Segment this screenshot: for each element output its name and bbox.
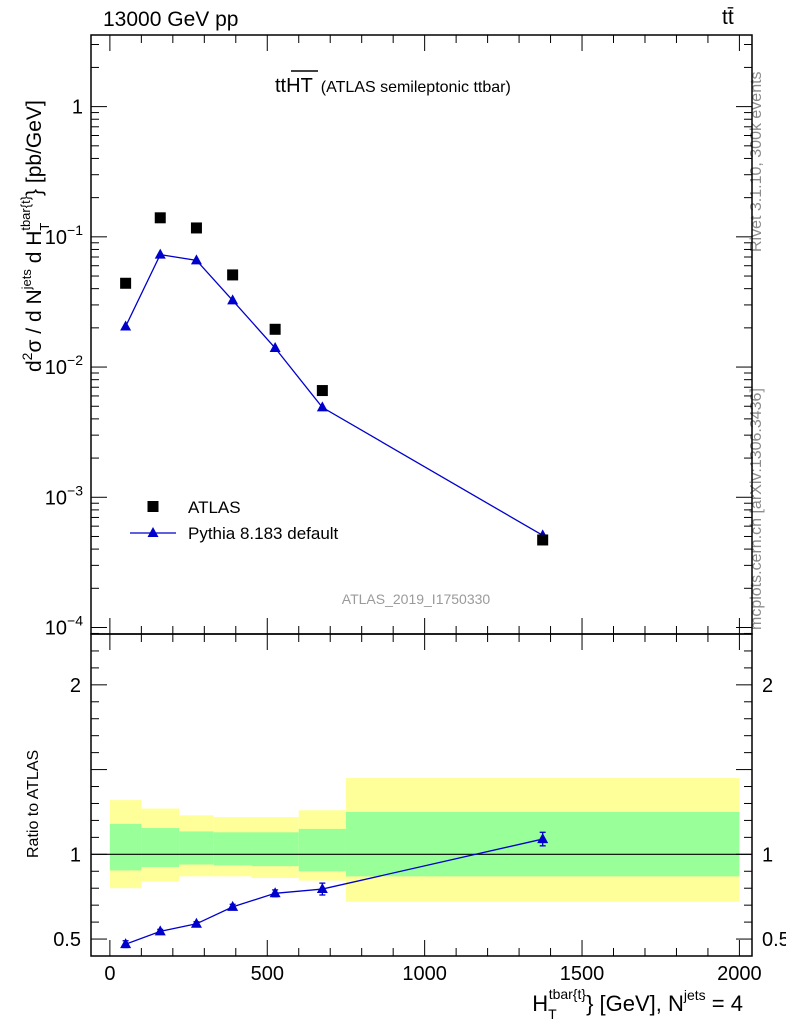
pythia-point [316,401,328,412]
y-tick-label-main: 1 [72,97,83,119]
band-inner-bin [109,823,142,871]
chart-title: ttHT (ATLAS semileptonic ttbar) [275,75,511,97]
x-axis-label: HTtbar{t}} [GeV], Njets = 4 [532,986,743,1022]
atlas-point [154,212,166,224]
x-tick-label: 0 [104,963,115,985]
y-tick-label-ratio-left: 1 [70,844,81,866]
ratio-point [190,917,202,928]
y-tick-label-main: 10−3 [45,482,83,509]
ratio-point [316,883,328,894]
atlas-point [227,269,239,281]
band-inner-bin [213,832,252,866]
main-panel-frame [90,34,753,635]
ratio-point [154,925,166,936]
y-tick-label-ratio-right: 0.5 [762,929,786,951]
axis-ticks [91,35,752,956]
energy-label: 13000 GeV pp [103,8,239,31]
band-inner-bin [141,828,180,868]
pythia-line [125,253,544,536]
pythia-point [154,248,166,259]
y-tick-label-main: 10−4 [45,612,83,639]
atlas-point [190,222,202,234]
legend-pythia-marker [147,527,159,537]
ratio-point [227,900,239,911]
legend-atlas-label: ATLAS [188,498,241,517]
atlas-point [120,277,132,289]
y-tick-label-ratio-left: 0.5 [53,929,81,951]
pythia-point [120,320,132,331]
ratio-point [269,887,281,898]
ratio-uncertainty-bands [109,778,740,902]
y-tick-label-main: 10−1 [45,222,83,249]
y-tick-label-ratio-right: 2 [762,675,773,697]
x-tick-label: 2000 [717,963,762,985]
legend-atlas-marker [147,501,159,512]
pythia-point [269,342,281,353]
analysis-id: ATLAS_2019_I1750330 [342,591,491,607]
pythia-point [227,294,239,305]
axis-labels: 0 500 1000 1500 2000 1 10−1 10−2 10−3 10−4 0.5 0.5 1… [18,75,786,1022]
x-tick-label: 1000 [402,963,447,985]
y-axis-label-main: d2σ / d Njets d HTtbar{t}} [pb/GeV] [18,100,52,372]
band-inner-bin [298,828,346,872]
y-tick-label-main: 10−2 [45,352,83,379]
y-tick-label-ratio-left: 2 [70,675,81,697]
data-series [120,70,549,949]
band-inner-bin [251,832,299,867]
x-tick-label: 1500 [560,963,605,985]
ratio-panel-frame [90,633,753,957]
band-inner-bin [179,831,214,865]
y-axis-label-ratio: Ratio to ATLAS [25,750,42,858]
legend-pythia-label: Pythia 8.183 default [188,524,339,543]
x-tick-label: 500 [251,963,284,985]
pythia-point [190,254,202,265]
plot-frames [90,34,753,957]
ratio-point [537,833,549,844]
ratio-point [120,938,132,949]
atlas-point [316,385,328,397]
atlas-point [537,534,549,546]
atlas-point [269,323,281,335]
y-tick-label-ratio-right: 1 [762,844,773,866]
process-label: tt̄ [722,6,734,29]
